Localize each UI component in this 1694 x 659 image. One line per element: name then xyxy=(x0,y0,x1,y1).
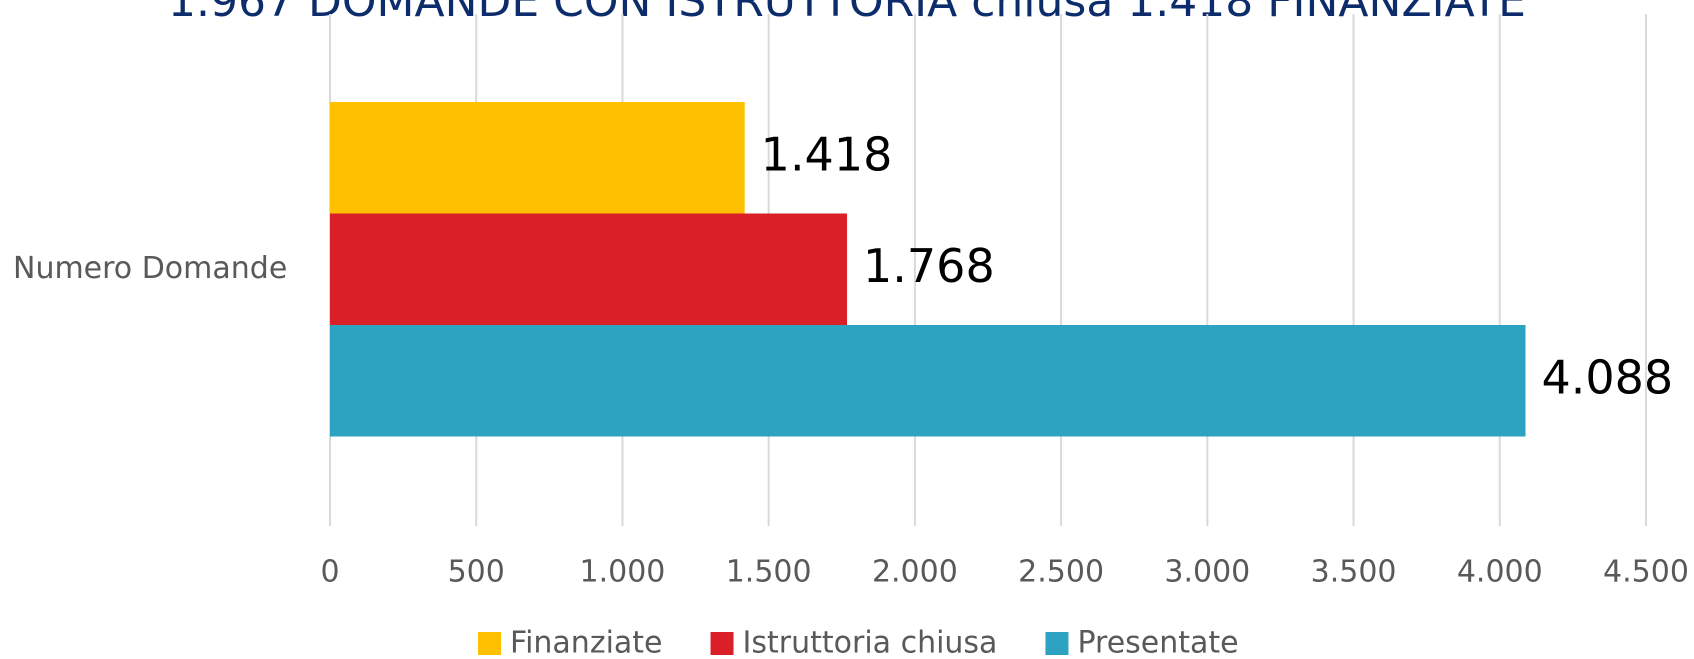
legend-swatch xyxy=(478,632,501,655)
value-label: 4.088 xyxy=(1542,350,1674,404)
legend-label: Finanziate xyxy=(510,626,663,659)
bar xyxy=(330,213,848,325)
x-tick-label: 0 xyxy=(320,555,339,590)
value-label: 1.418 xyxy=(761,127,893,181)
legend-label: Istruttoria chiusa xyxy=(743,626,998,659)
legend-swatch xyxy=(1045,632,1069,655)
x-tick-label: 1.500 xyxy=(726,555,812,590)
x-tick-label: 500 xyxy=(448,555,505,590)
x-tick-label: 3.000 xyxy=(1164,555,1250,590)
x-tick-label: 4.000 xyxy=(1457,555,1543,590)
x-tick-label: 2.000 xyxy=(872,555,958,590)
x-tick-label: 3.500 xyxy=(1311,555,1397,590)
bar xyxy=(330,102,745,214)
legend-label: Presentate xyxy=(1077,626,1238,659)
chart-title: 1.967 DOMANDE CON ISTRUTTORIA chiusa 1.4… xyxy=(168,0,1526,27)
category-label: Numero Domande xyxy=(13,251,287,286)
bar xyxy=(330,325,1526,437)
x-tick-label: 4.500 xyxy=(1603,555,1689,590)
x-tick-label: 2.500 xyxy=(1018,555,1104,590)
value-label: 1.768 xyxy=(863,239,995,293)
legend-swatch xyxy=(710,632,734,655)
x-tick-label: 1.000 xyxy=(579,555,665,590)
